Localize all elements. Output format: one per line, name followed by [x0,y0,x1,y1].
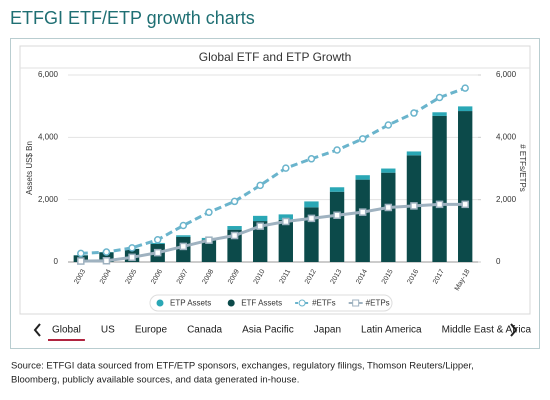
bar [432,112,447,116]
point [153,248,162,257]
y-tick-label: 0 [54,257,59,266]
point [384,203,393,212]
y-tick-label: 6,000 [38,70,59,79]
tab-prev[interactable] [33,323,41,337]
point [410,202,418,210]
point [77,249,85,258]
legend-box [149,294,393,312]
bar [458,106,473,112]
point [205,208,213,217]
legend-label[interactable]: #ETFs [312,299,336,308]
tab[interactable]: Asia Pacific [242,325,294,336]
legend-swatch [352,299,360,307]
bar [381,172,396,262]
chart-container [10,38,540,349]
point [333,146,341,154]
y2-tick-label: 4,000 [496,132,517,141]
bar [329,187,345,192]
y-tick-label: 4,000 [38,132,59,141]
bar [355,175,370,180]
bar [278,214,293,220]
bar [458,111,473,262]
chart-panel [19,45,531,315]
point [358,208,367,216]
tab[interactable]: Europe [135,325,168,336]
legend-swatch [156,299,164,307]
y2-tick-label: 0 [496,257,501,266]
point [77,257,85,265]
bar [253,215,268,222]
point [282,164,290,172]
point [461,84,469,92]
legend-swatch [227,299,235,307]
point [307,214,316,223]
source-text: Source: ETFGI data sourced from ETF/ETP … [11,361,474,372]
line [80,86,466,255]
bar [329,191,345,262]
point [128,253,136,262]
point [230,231,239,240]
tab[interactable]: Canada [187,325,222,336]
point [205,236,213,244]
tab-next[interactable] [510,323,518,337]
bar [304,201,319,208]
point [307,155,316,163]
y-tick-label: 2,000 [38,195,59,204]
point [358,135,367,143]
bar [253,221,268,262]
point [128,244,136,252]
y2-tick-label: 6,000 [496,70,517,79]
source-text: Bloomberg, publicly available sources, a… [11,375,299,386]
bar [355,179,370,262]
point [230,197,239,206]
line [80,202,466,263]
legend-swatch [298,299,306,307]
point [179,221,188,230]
legend-label[interactable]: ETF Assets [241,299,282,308]
bar [176,235,191,237]
bar [381,168,396,173]
y-axis-label: Assets US$ Bn [25,141,34,195]
y2-axis-label: # ETFs/ETPs [518,144,527,192]
tab[interactable]: Latin America [361,325,422,336]
point [384,121,393,129]
point [435,200,444,209]
point [256,222,264,230]
legend-label[interactable]: #ETPs [366,299,390,308]
point [102,248,111,256]
point [179,242,188,251]
page-title: ETFGI ETF/ETP growth charts [10,8,255,28]
point [256,181,264,190]
bar [432,115,447,262]
tab[interactable]: US [101,325,115,336]
bar [201,239,217,262]
y2-tick-label: 2,000 [496,195,517,204]
point [435,93,444,102]
point [282,217,290,226]
bar [278,219,293,262]
legend-label[interactable]: ETP Assets [170,299,211,308]
point [333,211,341,219]
tab[interactable]: Global [52,325,81,336]
tab[interactable]: Japan [314,325,341,336]
point [102,257,111,265]
point [461,200,469,209]
point [153,235,162,244]
chart-title: Global ETF and ETP Growth [199,50,352,64]
bar [406,151,422,156]
point [410,109,418,117]
bar [227,226,242,230]
tab[interactable]: Middle East & Africa [442,325,532,336]
